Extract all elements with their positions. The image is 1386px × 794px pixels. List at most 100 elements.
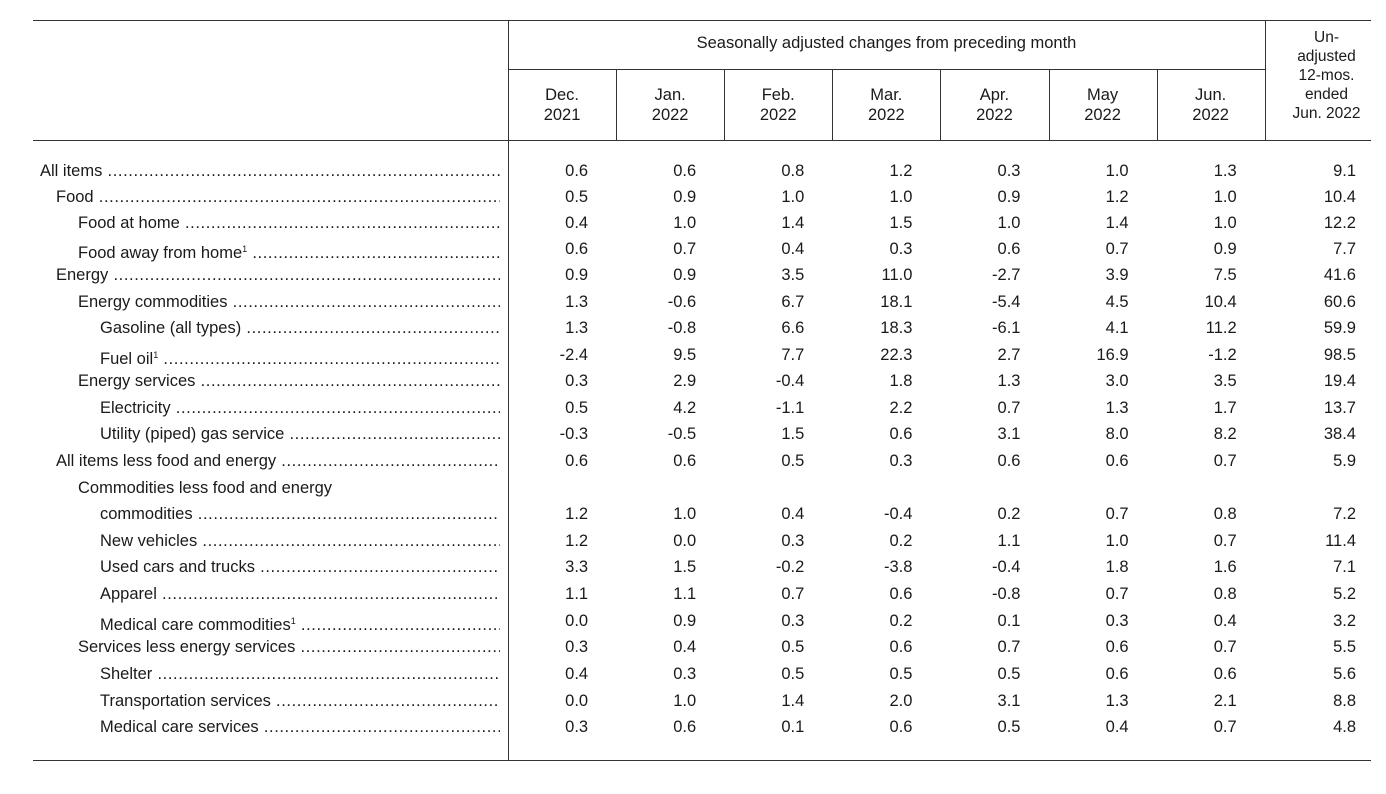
column-header-month: Dec. — [545, 86, 580, 104]
monthly-change-cell: 0.3 — [565, 638, 589, 656]
row-label: Electricity — [40, 397, 500, 419]
monthly-change-cell: 0.9 — [1213, 240, 1237, 258]
row-label: Food — [40, 186, 500, 208]
monthly-change-cell: 0.2 — [889, 612, 913, 630]
monthly-change-cell: 0.1 — [781, 718, 805, 736]
row-label: Shelter — [40, 663, 500, 685]
monthly-change-cell: 8.0 — [1105, 425, 1129, 443]
monthly-change-cell: 0.8 — [1213, 585, 1237, 603]
monthly-change-cell: 0.4 — [1105, 718, 1129, 736]
row-label-text: Electricity — [100, 399, 171, 417]
unadjusted-12mo-cell: 5.2 — [1333, 585, 1356, 603]
row-label: Transportation services — [40, 690, 500, 712]
column-header: May 2022 — [1049, 85, 1157, 125]
monthly-change-cell: -3.8 — [883, 558, 913, 576]
column-divider — [724, 69, 726, 140]
row-label-text: All items — [40, 162, 103, 180]
monthly-change-cell: 4.2 — [673, 399, 697, 417]
row-label: Used cars and trucks — [40, 556, 500, 578]
monthly-change-cell: 0.3 — [997, 162, 1021, 180]
column-header: Apr. 2022 — [940, 85, 1048, 125]
row-label: All items less food and energy — [40, 450, 500, 472]
span-rule — [508, 69, 1265, 70]
monthly-change-cell: 0.6 — [1105, 452, 1129, 470]
unadjusted-12mo-cell: 5.9 — [1333, 452, 1356, 470]
monthly-change-cell: 0.6 — [889, 718, 913, 736]
row-label: Medical care services — [40, 716, 500, 738]
table-row: Energy services 0.3 2.9 -0.4 1.8 1.3 3.0 3.5 19.… — [0, 370, 1386, 396]
monthly-change-cell: 1.0 — [1213, 188, 1237, 206]
row-label-text: Medical care commodities — [100, 616, 291, 634]
monthly-change-cell: 0.4 — [1213, 612, 1237, 630]
column-header: Feb. 2022 — [724, 85, 832, 125]
row-label: Food away from home1 — [40, 238, 500, 264]
monthly-change-cell: 0.4 — [781, 240, 805, 258]
monthly-change-cell: 0.4 — [781, 505, 805, 523]
unadjusted-12mo-cell: 3.2 — [1333, 612, 1356, 630]
table-row: Gasoline (all types) 1.3 -0.8 6.6 18.3 -6.1 4.… — [0, 317, 1386, 343]
top-rule — [33, 20, 1371, 21]
table-row: Energy commodities 1.3 -0.6 6.7 18.1 -5.4 4.5 1… — [0, 291, 1386, 317]
monthly-change-cell: 1.0 — [781, 188, 805, 206]
monthly-change-cell: 1.3 — [565, 319, 589, 337]
row-label: Food at home — [40, 212, 500, 234]
column-header-month: Jun. — [1195, 86, 1227, 104]
unadjusted-12mo-cell: 41.6 — [1323, 266, 1356, 284]
unadjusted-12mo-cell: 12.2 — [1323, 214, 1356, 232]
monthly-change-cell: -0.8 — [992, 585, 1021, 603]
column-header-month: Apr. — [979, 86, 1010, 104]
row-label: Utility (piped) gas service — [40, 423, 500, 445]
monthly-change-cell: 3.1 — [997, 425, 1021, 443]
monthly-change-cell: 18.1 — [880, 293, 913, 311]
table-row: Food away from home1 0.6 0.7 0.4 0.3 0.6 0.7 0.… — [0, 238, 1386, 264]
unadjusted-12mo-cell: 7.7 — [1333, 240, 1356, 258]
column-header-year: 2022 — [976, 106, 1013, 124]
unadjusted-12mo-cell: 5.5 — [1333, 638, 1356, 656]
monthly-change-cell: 1.0 — [673, 214, 697, 232]
row-label-text: commodities — [100, 505, 193, 523]
footnote-marker: 1 — [290, 616, 296, 626]
row-label: Services less energy services — [40, 636, 500, 658]
monthly-change-cell: 0.4 — [565, 665, 589, 683]
monthly-change-cell: 1.5 — [889, 214, 913, 232]
monthly-change-cell: 0.3 — [889, 452, 913, 470]
monthly-change-cell: 1.3 — [1105, 399, 1129, 417]
column-header-month: Jan. — [654, 86, 686, 104]
monthly-change-cell: 1.8 — [889, 372, 913, 390]
seasonally-adjusted-heading: Seasonally adjusted changes from precedi… — [696, 34, 1077, 52]
table-row: Fuel oil1 -2.4 9.5 7.7 22.3 2.7 16.9 -1.2 98.5 — [0, 344, 1386, 370]
row-label-text: Energy — [56, 266, 109, 284]
monthly-change-cell: 0.6 — [1105, 665, 1129, 683]
monthly-change-cell: 0.6 — [997, 452, 1021, 470]
monthly-change-cell: 0.8 — [781, 162, 805, 180]
monthly-change-cell: -0.8 — [667, 319, 697, 337]
monthly-change-cell: -0.4 — [883, 505, 913, 523]
column-header-year: 2022 — [759, 106, 797, 124]
monthly-change-cell: 0.6 — [1213, 665, 1237, 683]
unadjusted-12mo-cell: 38.4 — [1323, 425, 1356, 443]
monthly-change-cell: 3.5 — [1213, 372, 1237, 390]
table-row: All items less food and energy 0.6 0.6 0.5 0… — [0, 450, 1386, 476]
monthly-change-cell: 1.1 — [997, 532, 1021, 550]
monthly-change-cell: 1.6 — [1213, 558, 1237, 576]
row-label-text: Shelter — [100, 665, 153, 683]
unadjusted-heading-line: Un- — [1314, 29, 1339, 46]
monthly-change-cell: 1.5 — [673, 558, 697, 576]
row-label-continued: Commodities less food and energy — [78, 479, 333, 497]
monthly-change-cell: 3.9 — [1105, 266, 1129, 284]
table-row: Used cars and trucks 3.3 1.5 -0.2 -3.8 -0.4 1.… — [0, 556, 1386, 582]
row-label: Energy services — [40, 370, 500, 392]
monthly-change-cell: 0.9 — [673, 612, 697, 630]
unadjusted-12mo-cell: 19.4 — [1323, 372, 1356, 390]
monthly-change-cell: 0.2 — [889, 532, 913, 550]
monthly-change-cell: 0.7 — [1105, 240, 1129, 258]
table-row: Apparel 1.1 1.1 0.7 0.6 -0.8 0.7 0.8 5.2 — [0, 583, 1386, 609]
column-divider — [616, 69, 618, 140]
unadjusted-12mo-cell: 4.8 — [1333, 718, 1356, 736]
table-row: Food 0.5 0.9 1.0 1.0 0.9 1.2 1.0 10.4 — [0, 186, 1386, 212]
monthly-change-cell: 1.0 — [673, 505, 697, 523]
monthly-change-cell: 1.3 — [997, 372, 1021, 390]
stub-divider — [508, 20, 509, 760]
monthly-change-cell: 0.3 — [565, 372, 589, 390]
row-label-text: Gasoline (all types) — [100, 319, 242, 337]
